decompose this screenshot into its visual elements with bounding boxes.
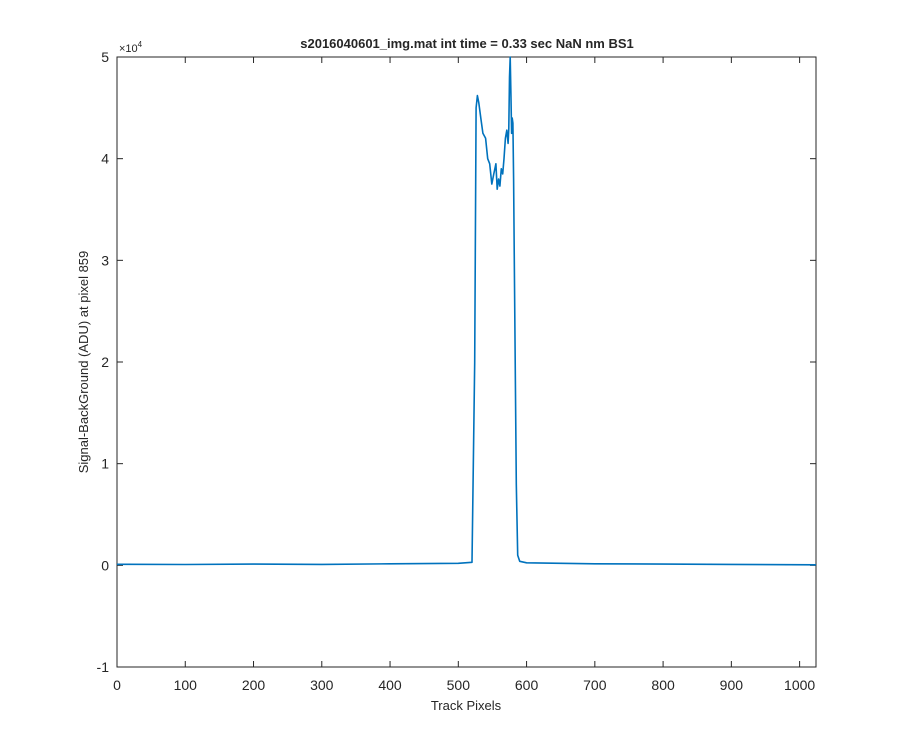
x-tick-labels: 0 100 200 300 400 500 600 700 800 900 1000 — [113, 677, 815, 693]
series-line — [116, 56, 817, 566]
y-axis-exponent-label: ×104 — [119, 40, 143, 55]
x-tick-label: 700 — [583, 677, 607, 693]
plot-area — [116, 56, 817, 668]
y-tick-label: 2 — [101, 354, 109, 370]
y-tick-label: -1 — [97, 659, 110, 675]
y-tick-label: 1 — [101, 456, 109, 472]
x-axis-label: Track Pixels — [431, 698, 502, 713]
y-exponent-power: 4 — [138, 40, 143, 49]
x-tick-label: 800 — [651, 677, 675, 693]
y-tick-label: 3 — [101, 252, 109, 268]
x-tick-label: 600 — [515, 677, 539, 693]
y-tick-label: 0 — [101, 557, 109, 573]
y-tick-label: 4 — [101, 151, 109, 167]
tick-marks — [116, 56, 816, 668]
x-tick-label: 500 — [447, 677, 471, 693]
x-tick-label: 200 — [242, 677, 266, 693]
chart-title: s2016040601_img.mat int time = 0.33 sec … — [300, 36, 634, 51]
y-tick-labels: -1 0 1 2 3 4 5 — [97, 49, 110, 675]
x-tick-label: 300 — [310, 677, 334, 693]
y-exponent-base: ×10 — [119, 43, 138, 55]
x-tick-label: 900 — [720, 677, 744, 693]
x-tick-label: 100 — [174, 677, 198, 693]
x-tick-label: 0 — [113, 677, 121, 693]
y-tick-label: 5 — [101, 49, 109, 65]
x-tick-label: 400 — [378, 677, 402, 693]
y-axis-label: Signal-BackGround (ADU) at pixel 859 — [76, 251, 91, 474]
x-tick-label: 1000 — [784, 677, 815, 693]
